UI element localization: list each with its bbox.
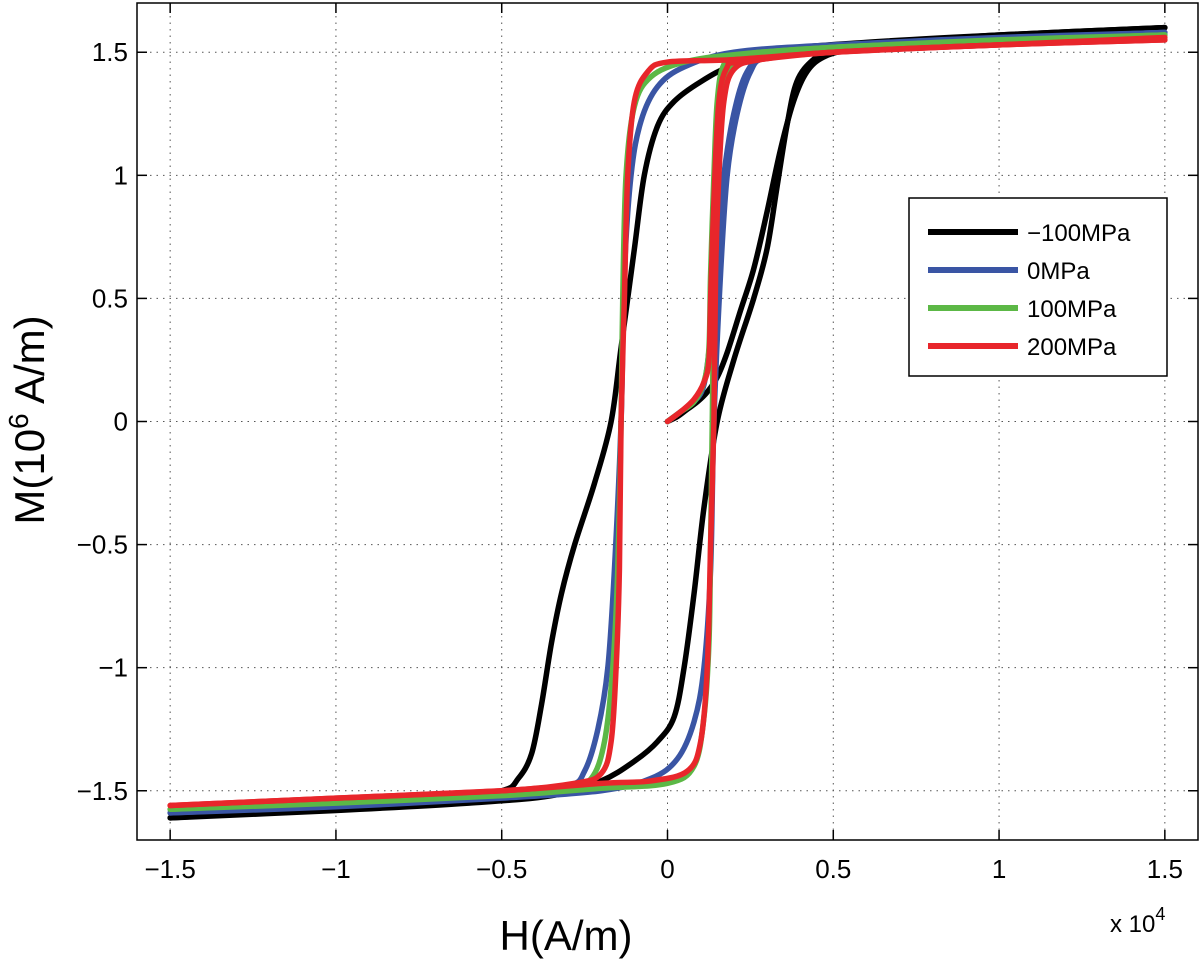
y-label-suffix: A/m) bbox=[6, 315, 53, 413]
y-tick-label: 1 bbox=[114, 160, 128, 190]
legend-label: 100MPa bbox=[1027, 296, 1117, 323]
x-tick-label: −1 bbox=[321, 854, 351, 884]
legend: −100MPa 0MPa 100MPa 200MPa bbox=[908, 197, 1168, 377]
legend-label: 200MPa bbox=[1027, 334, 1117, 361]
x-tick-label: 0 bbox=[660, 854, 674, 884]
y-label-prefix: M(10 bbox=[6, 429, 53, 525]
x-tick-label: −0.5 bbox=[476, 854, 527, 884]
x-tick-label: −1.5 bbox=[144, 854, 195, 884]
y-tick-label: 1.5 bbox=[92, 37, 128, 67]
x-axis-title: H(A/m) bbox=[500, 912, 633, 959]
y-tick-label: −1.5 bbox=[77, 776, 128, 806]
x-tick-label: 1.5 bbox=[1147, 854, 1183, 884]
y-tick-label: −0.5 bbox=[77, 530, 128, 560]
y-axis-title: M(106 A/m) bbox=[3, 315, 53, 524]
legend-label: −100MPa bbox=[1027, 220, 1131, 247]
x-axis-exponent: x 104 bbox=[1110, 904, 1165, 938]
series-3 bbox=[167, 34, 1168, 809]
x-tick-label: 0.5 bbox=[815, 854, 851, 884]
x-exponent-base: x 10 bbox=[1110, 911, 1155, 938]
y-tick-label: 0 bbox=[114, 407, 128, 437]
x-exponent-sup: 4 bbox=[1155, 904, 1165, 924]
y-label-sup: 6 bbox=[3, 413, 34, 429]
legend-label: 0MPa bbox=[1027, 258, 1090, 285]
y-tick-label: 0.5 bbox=[92, 283, 128, 313]
x-tick-label: 1 bbox=[992, 854, 1006, 884]
series-line-ascending bbox=[167, 37, 1168, 809]
y-tick-label: −1 bbox=[98, 653, 128, 683]
ticks: −1.5 −1 −0.5 0 0.5 1 1.5 −1.5 −1 −0.5 0 0.5 1 1.5 bbox=[77, 3, 1198, 884]
series-group bbox=[167, 24, 1168, 821]
